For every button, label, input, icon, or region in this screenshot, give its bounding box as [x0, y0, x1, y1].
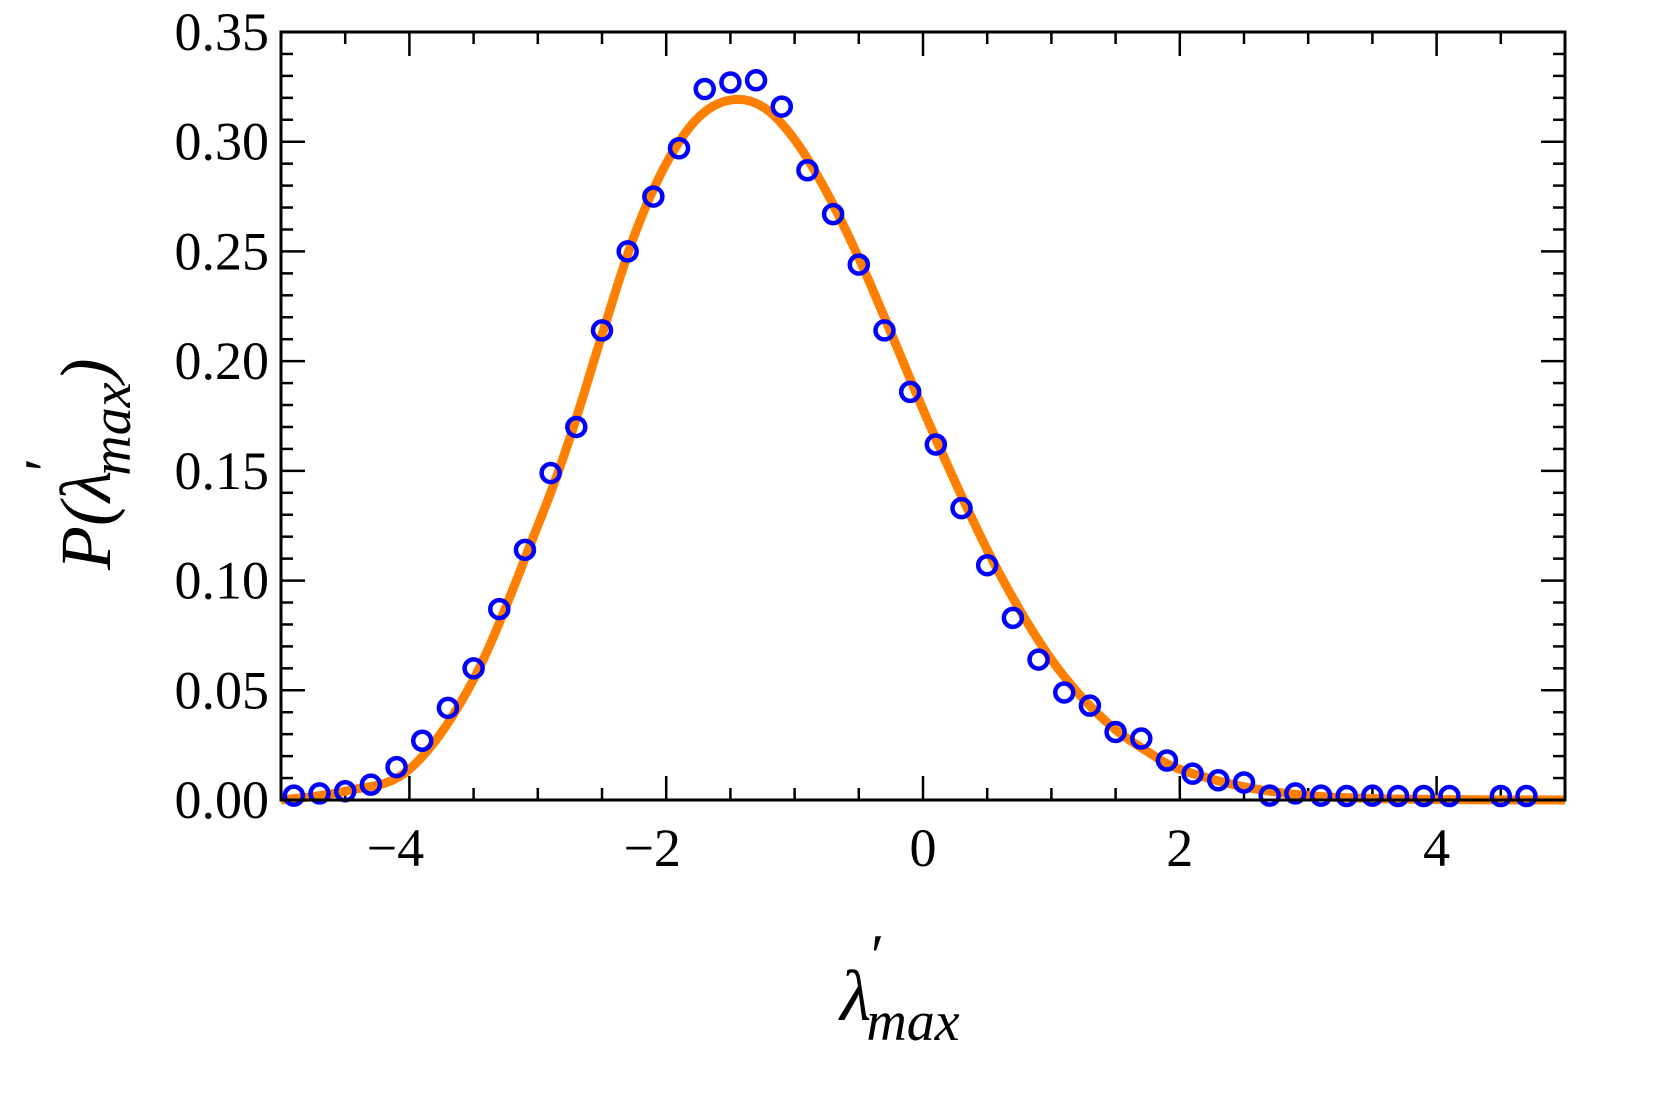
x-tick-label: 0	[910, 818, 937, 878]
x-tick-label: 2	[1166, 818, 1193, 878]
data-point	[410, 729, 434, 753]
data-point	[1207, 769, 1230, 792]
data-point	[667, 137, 691, 160]
y-tick-label: 0.30	[175, 112, 270, 172]
y-tick-label: 0.05	[175, 660, 270, 720]
data-point	[1361, 784, 1384, 807]
data-point	[488, 597, 511, 621]
data-point	[770, 95, 794, 118]
data-point	[1052, 681, 1076, 704]
data-point	[1001, 606, 1025, 630]
data-point	[1309, 784, 1333, 807]
data-point	[1027, 648, 1050, 671]
data-point	[539, 461, 562, 485]
data-point	[1412, 784, 1436, 808]
data-point	[1258, 784, 1281, 807]
fit-curve-layer	[280, 94, 1566, 805]
y-label-subscript: max	[81, 382, 143, 475]
y-label-suffix: )	[46, 358, 126, 386]
data-point	[873, 319, 896, 342]
data-point	[436, 696, 460, 720]
y-tick-label: 0.15	[175, 441, 270, 501]
data-point	[719, 71, 742, 94]
data-point	[1335, 784, 1358, 808]
data-point	[924, 433, 948, 456]
y-tick-label: 0.00	[175, 770, 270, 830]
x-tick-label: −4	[367, 818, 424, 878]
axis-ticks	[279, 30, 1567, 802]
y-label-prefix: P(	[46, 498, 126, 571]
data-point	[693, 77, 716, 101]
y-tick-label: 0.35	[175, 2, 270, 62]
data-point	[1232, 771, 1256, 794]
data-point	[796, 158, 819, 182]
y-tick-label: 0.25	[175, 221, 270, 281]
data-point	[642, 185, 665, 208]
data-point	[359, 773, 383, 796]
data-point	[1078, 694, 1102, 717]
data-point	[744, 69, 768, 92]
data-point	[590, 319, 614, 342]
data-points-layer	[282, 69, 1538, 808]
data-point	[1155, 749, 1179, 772]
y-label-symbol: λ	[46, 471, 126, 504]
plot-frame	[279, 30, 1567, 802]
data-point	[1130, 727, 1153, 750]
x-label-subscript: max	[866, 991, 959, 1053]
data-point	[513, 538, 537, 562]
data-point	[1386, 784, 1410, 808]
data-point	[1489, 784, 1513, 808]
y-tick-label: 0.20	[175, 331, 270, 391]
data-point	[1438, 784, 1461, 808]
data-point	[1181, 762, 1204, 785]
x-tick-label: 4	[1423, 818, 1450, 878]
data-point	[385, 755, 408, 779]
data-point	[1104, 720, 1127, 744]
data-point	[821, 202, 845, 226]
data-point	[1515, 784, 1538, 808]
data-point	[1284, 782, 1307, 805]
data-point	[847, 253, 871, 276]
x-label-symbol: λ	[838, 956, 871, 1036]
y-axis-label: P(λ′max)	[13, 358, 143, 571]
data-point	[462, 657, 485, 680]
x-tick-label: −2	[623, 818, 680, 878]
data-point	[616, 240, 639, 263]
data-point	[898, 380, 922, 404]
y-tick-label: 0.10	[175, 551, 270, 611]
x-axis-label: λ′ max	[838, 923, 960, 1053]
data-point	[282, 784, 306, 807]
tick-labels: −4 −2 0 2 4 0.00 0.05 0.10 0.15 0.20 0.25 0.30 0.35	[175, 2, 1451, 878]
fit-curve	[280, 94, 1566, 805]
data-point	[950, 496, 973, 520]
data-point	[308, 782, 331, 805]
data-point	[565, 415, 588, 439]
data-point	[975, 553, 999, 577]
x-label-prime: ′	[867, 923, 881, 989]
y-label-prime: ′	[13, 461, 79, 475]
